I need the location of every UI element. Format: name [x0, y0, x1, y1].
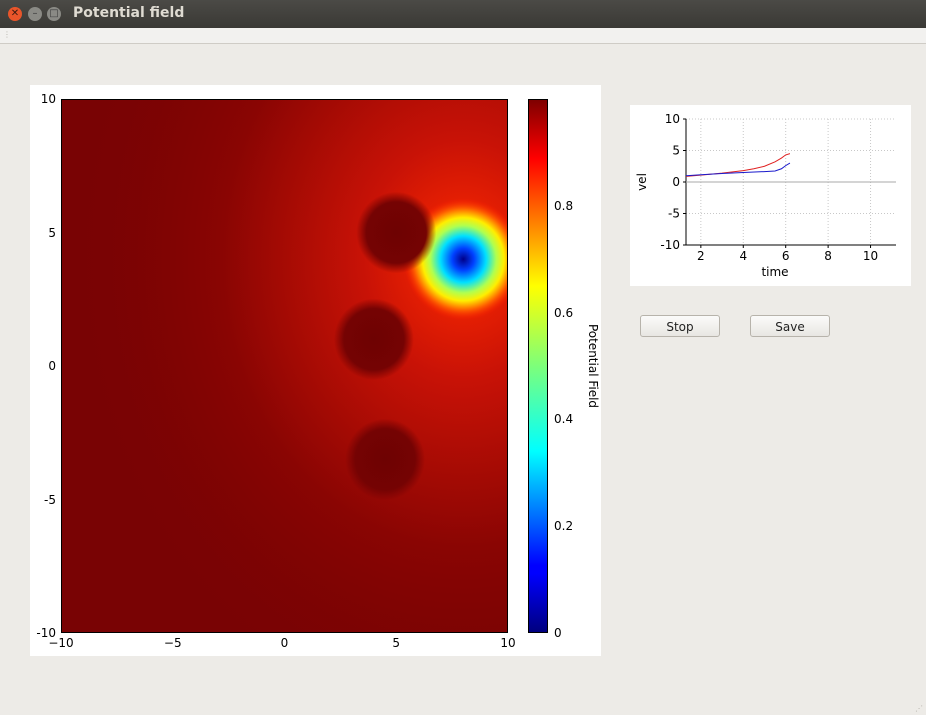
heatmap-svg: [61, 99, 508, 633]
resize-grip-icon[interactable]: ⋰: [915, 704, 923, 713]
colorbar-tick: 0.4: [554, 412, 574, 427]
velocity-plot: 2 4 6 8 10 10 5 0 -5 -10 time vel: [630, 105, 911, 286]
heatmap-y-tick: -10: [36, 626, 56, 640]
velocity-series-1: [685, 162, 791, 177]
obstacle-1: [356, 191, 437, 274]
save-button[interactable]: Save: [750, 315, 830, 337]
window-titlebar: ✕ – □ Potential field: [0, 0, 926, 28]
colorbar: [528, 99, 548, 633]
velocity-y-tick: -5: [668, 207, 680, 221]
heatmap-x-tick: −5: [163, 636, 182, 650]
heatmap-background: [61, 99, 508, 633]
velocity-y-tick: -10: [660, 238, 680, 252]
heatmap-y-tick: 5: [48, 225, 56, 240]
heatmap-y-tick: -5: [44, 492, 56, 507]
minimize-icon[interactable]: –: [28, 7, 42, 21]
colorbar-tick: 0: [554, 626, 562, 640]
velocity-xlabel: time: [761, 265, 789, 279]
heatmap-x-tick: 0: [280, 636, 289, 650]
heatmap-y-tick: 0: [48, 359, 56, 373]
velocity-x-tick: 4: [739, 249, 747, 263]
potential-field-plot: −10 −5 0 5 10 10 5 0 -5 -10 0.8 0.6 0.4 0.2 0 Potenti…: [30, 85, 601, 656]
heatmap-y-tick: 10: [40, 92, 56, 106]
heatmap-x-tick: 5: [392, 636, 401, 650]
heatmap-x-tick: 10: [500, 636, 516, 650]
velocity-x-tick: 10: [863, 249, 878, 263]
colorbar-tick: 0.2: [554, 519, 574, 534]
colorbar-tick: 0.8: [554, 198, 574, 213]
velocity-x-tick: 6: [782, 249, 790, 263]
heatmap-frame: [61, 99, 508, 633]
velocity-y-tick: 5: [672, 144, 680, 158]
toolbar-grip-icon: ⋮: [3, 30, 11, 39]
stop-button[interactable]: Stop: [640, 315, 720, 337]
heatmap-area: [61, 99, 508, 633]
close-icon[interactable]: ✕: [8, 7, 22, 21]
velocity-x-tick: 2: [697, 249, 705, 263]
velocity-x-tick: 8: [824, 249, 832, 263]
velocity-y-tick: 10: [665, 112, 680, 126]
obstacle-3: [345, 418, 426, 501]
velocity-svg: 2 4 6 8 10 10 5 0 -5 -10: [660, 112, 896, 263]
velocity-y-tick: 0: [672, 175, 680, 189]
obstacle-2: [333, 298, 414, 381]
menu-bar: [0, 28, 926, 44]
window-title: Potential field: [73, 5, 185, 21]
maximize-icon[interactable]: □: [47, 7, 61, 21]
velocity-ylabel: vel: [635, 173, 649, 191]
heatmap-x-tick: −10: [48, 636, 74, 650]
colorbar-svg: [529, 100, 547, 632]
colorbar-label: Potential Field: [586, 323, 600, 409]
colorbar-tick: 0.6: [554, 305, 574, 320]
